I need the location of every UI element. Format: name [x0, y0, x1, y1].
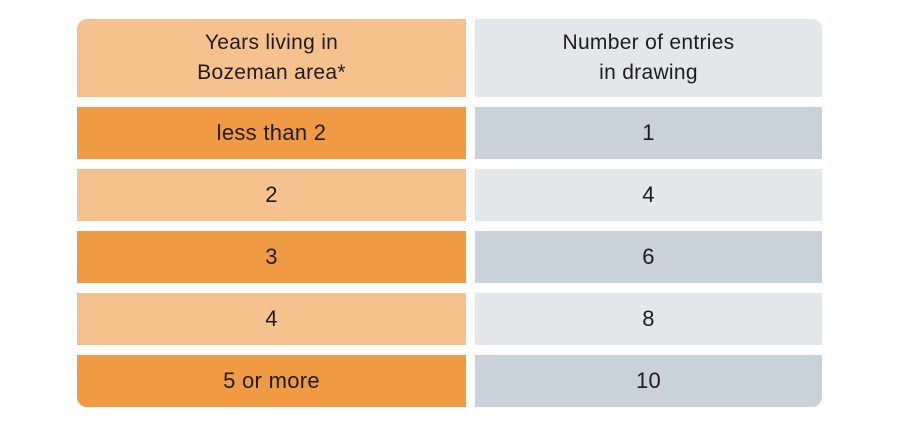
entries-cell: 8	[475, 293, 822, 345]
entries-cell: 1	[475, 107, 822, 159]
entries-cell: 6	[475, 231, 822, 283]
entries-cell: 4	[475, 169, 822, 221]
entries-column-header: Number of entries in drawing	[475, 19, 822, 97]
entries-cell: 10	[475, 355, 822, 407]
years-cell: less than 2	[77, 107, 466, 159]
years-cell: 5 or more	[77, 355, 466, 407]
drawing-entries-table: Years living in Bozeman area* Number of …	[77, 19, 822, 407]
years-header-line-2: Bozeman area*	[197, 61, 346, 84]
entries-header-line-2: in drawing	[599, 61, 698, 84]
years-column-header: Years living in Bozeman area*	[77, 19, 466, 97]
years-cell: 3	[77, 231, 466, 283]
entries-header-line-1: Number of entries	[562, 31, 735, 54]
years-header-line-1: Years living in	[204, 31, 339, 54]
years-cell: 2	[77, 169, 466, 221]
years-cell: 4	[77, 293, 466, 345]
